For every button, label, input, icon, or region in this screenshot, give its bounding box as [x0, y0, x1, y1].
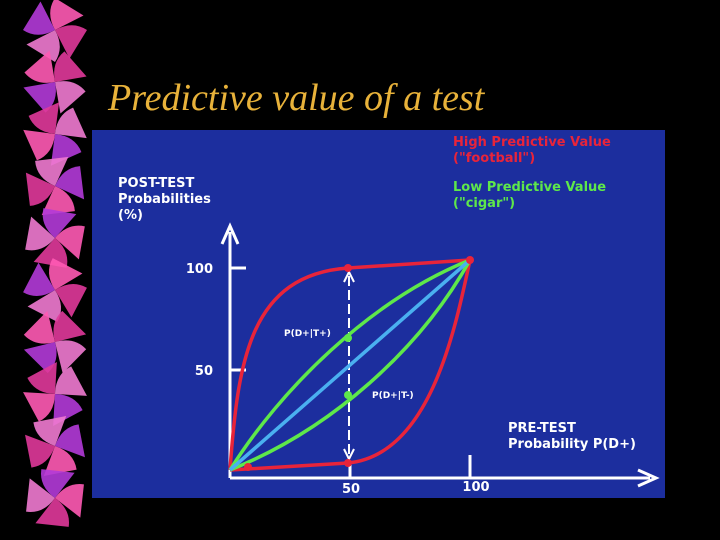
pinwheel-border: [23, 0, 87, 527]
pinwheel-blade: [26, 30, 60, 62]
pinwheel-blade: [55, 424, 85, 458]
pinwheel-blade: [50, 134, 82, 166]
x-tick-label: 100: [462, 480, 489, 495]
pinwheel-blade: [55, 483, 84, 518]
pinwheel-blade: [53, 310, 87, 342]
pinwheel-blade: [48, 258, 83, 290]
pinwheel-blade: [55, 81, 86, 114]
pinwheel-blade: [43, 446, 77, 476]
pinwheel-blade: [55, 107, 87, 139]
point: [466, 256, 474, 264]
pinwheel-blade: [35, 498, 70, 527]
annotation: P(D+|T-): [372, 391, 414, 401]
y-axis-label: Probabilities: [118, 192, 211, 207]
pinwheel-blade: [55, 283, 87, 318]
legend: High Predictive Value("football") Low Pre…: [453, 135, 611, 211]
slide-title: Predictive value of a test: [107, 77, 486, 119]
axes: [220, 222, 660, 488]
pinwheel-blade: [42, 208, 77, 238]
pinwheel-blade: [35, 156, 69, 186]
y-axis-label: (%): [118, 208, 143, 223]
pinwheel-blade: [55, 366, 87, 396]
curves: [228, 258, 472, 472]
y-tick-label: 50: [195, 364, 213, 379]
pinwheel-blade: [54, 51, 87, 82]
pinwheel-blade: [23, 82, 56, 113]
diagonal: [228, 258, 472, 472]
pinwheel-blade: [27, 362, 57, 394]
pinwheel-blade: [55, 166, 85, 200]
pinwheel-blade: [23, 262, 55, 297]
pinwheel-blade: [50, 0, 84, 30]
legend-text: Low Predictive Value: [453, 180, 606, 195]
red-lower-curve: [229, 259, 472, 472]
pinwheel-blade: [28, 102, 60, 134]
legend-text: High Predictive Value: [453, 135, 611, 150]
pinwheel-blade: [26, 478, 55, 513]
point: [244, 463, 252, 471]
legend-text: ("cigar"): [453, 196, 515, 211]
pinwheel-blade: [27, 290, 62, 322]
legend-text: ("football"): [453, 151, 535, 166]
pinwheel-blade: [55, 340, 87, 374]
y-axis-label: POST-TEST: [118, 176, 194, 191]
diagram-panel: [92, 130, 665, 498]
pinwheel-blade: [24, 50, 55, 83]
green-upper-curve: [228, 258, 471, 471]
pinwheel-blade: [23, 392, 55, 422]
points: [244, 256, 474, 471]
x-axis-label: Probability P(D+): [508, 437, 636, 452]
pinwheel-blade: [25, 434, 55, 468]
red-upper-curve: [228, 258, 471, 471]
pinwheel-blade: [41, 186, 75, 216]
point: [344, 334, 352, 342]
x-arrow: [637, 468, 660, 488]
pinwheel-blade: [33, 238, 68, 268]
point: [344, 459, 352, 467]
pinwheel-blade: [23, 129, 55, 161]
pinwheel-blade: [33, 416, 67, 446]
pinwheel-blade: [23, 1, 55, 35]
x-tick-label: 50: [342, 482, 360, 497]
pinwheel-blade: [55, 25, 87, 59]
point: [344, 391, 352, 399]
pinwheel-blade: [40, 469, 75, 498]
y-arrow: [220, 222, 240, 245]
pinwheel-blade: [23, 342, 57, 374]
pinwheel-blade: [23, 310, 55, 344]
y-tick-label: 100: [186, 262, 213, 277]
arrowheads: [343, 269, 355, 462]
pinwheel-blade: [25, 172, 55, 206]
pinwheel-blade: [55, 225, 85, 260]
point: [344, 264, 352, 272]
annotation: P(D+|T+): [284, 329, 331, 339]
green-lower-curve: [229, 259, 472, 472]
x-axis-label: PRE-TEST: [508, 421, 576, 436]
pinwheel-blade: [25, 216, 55, 251]
